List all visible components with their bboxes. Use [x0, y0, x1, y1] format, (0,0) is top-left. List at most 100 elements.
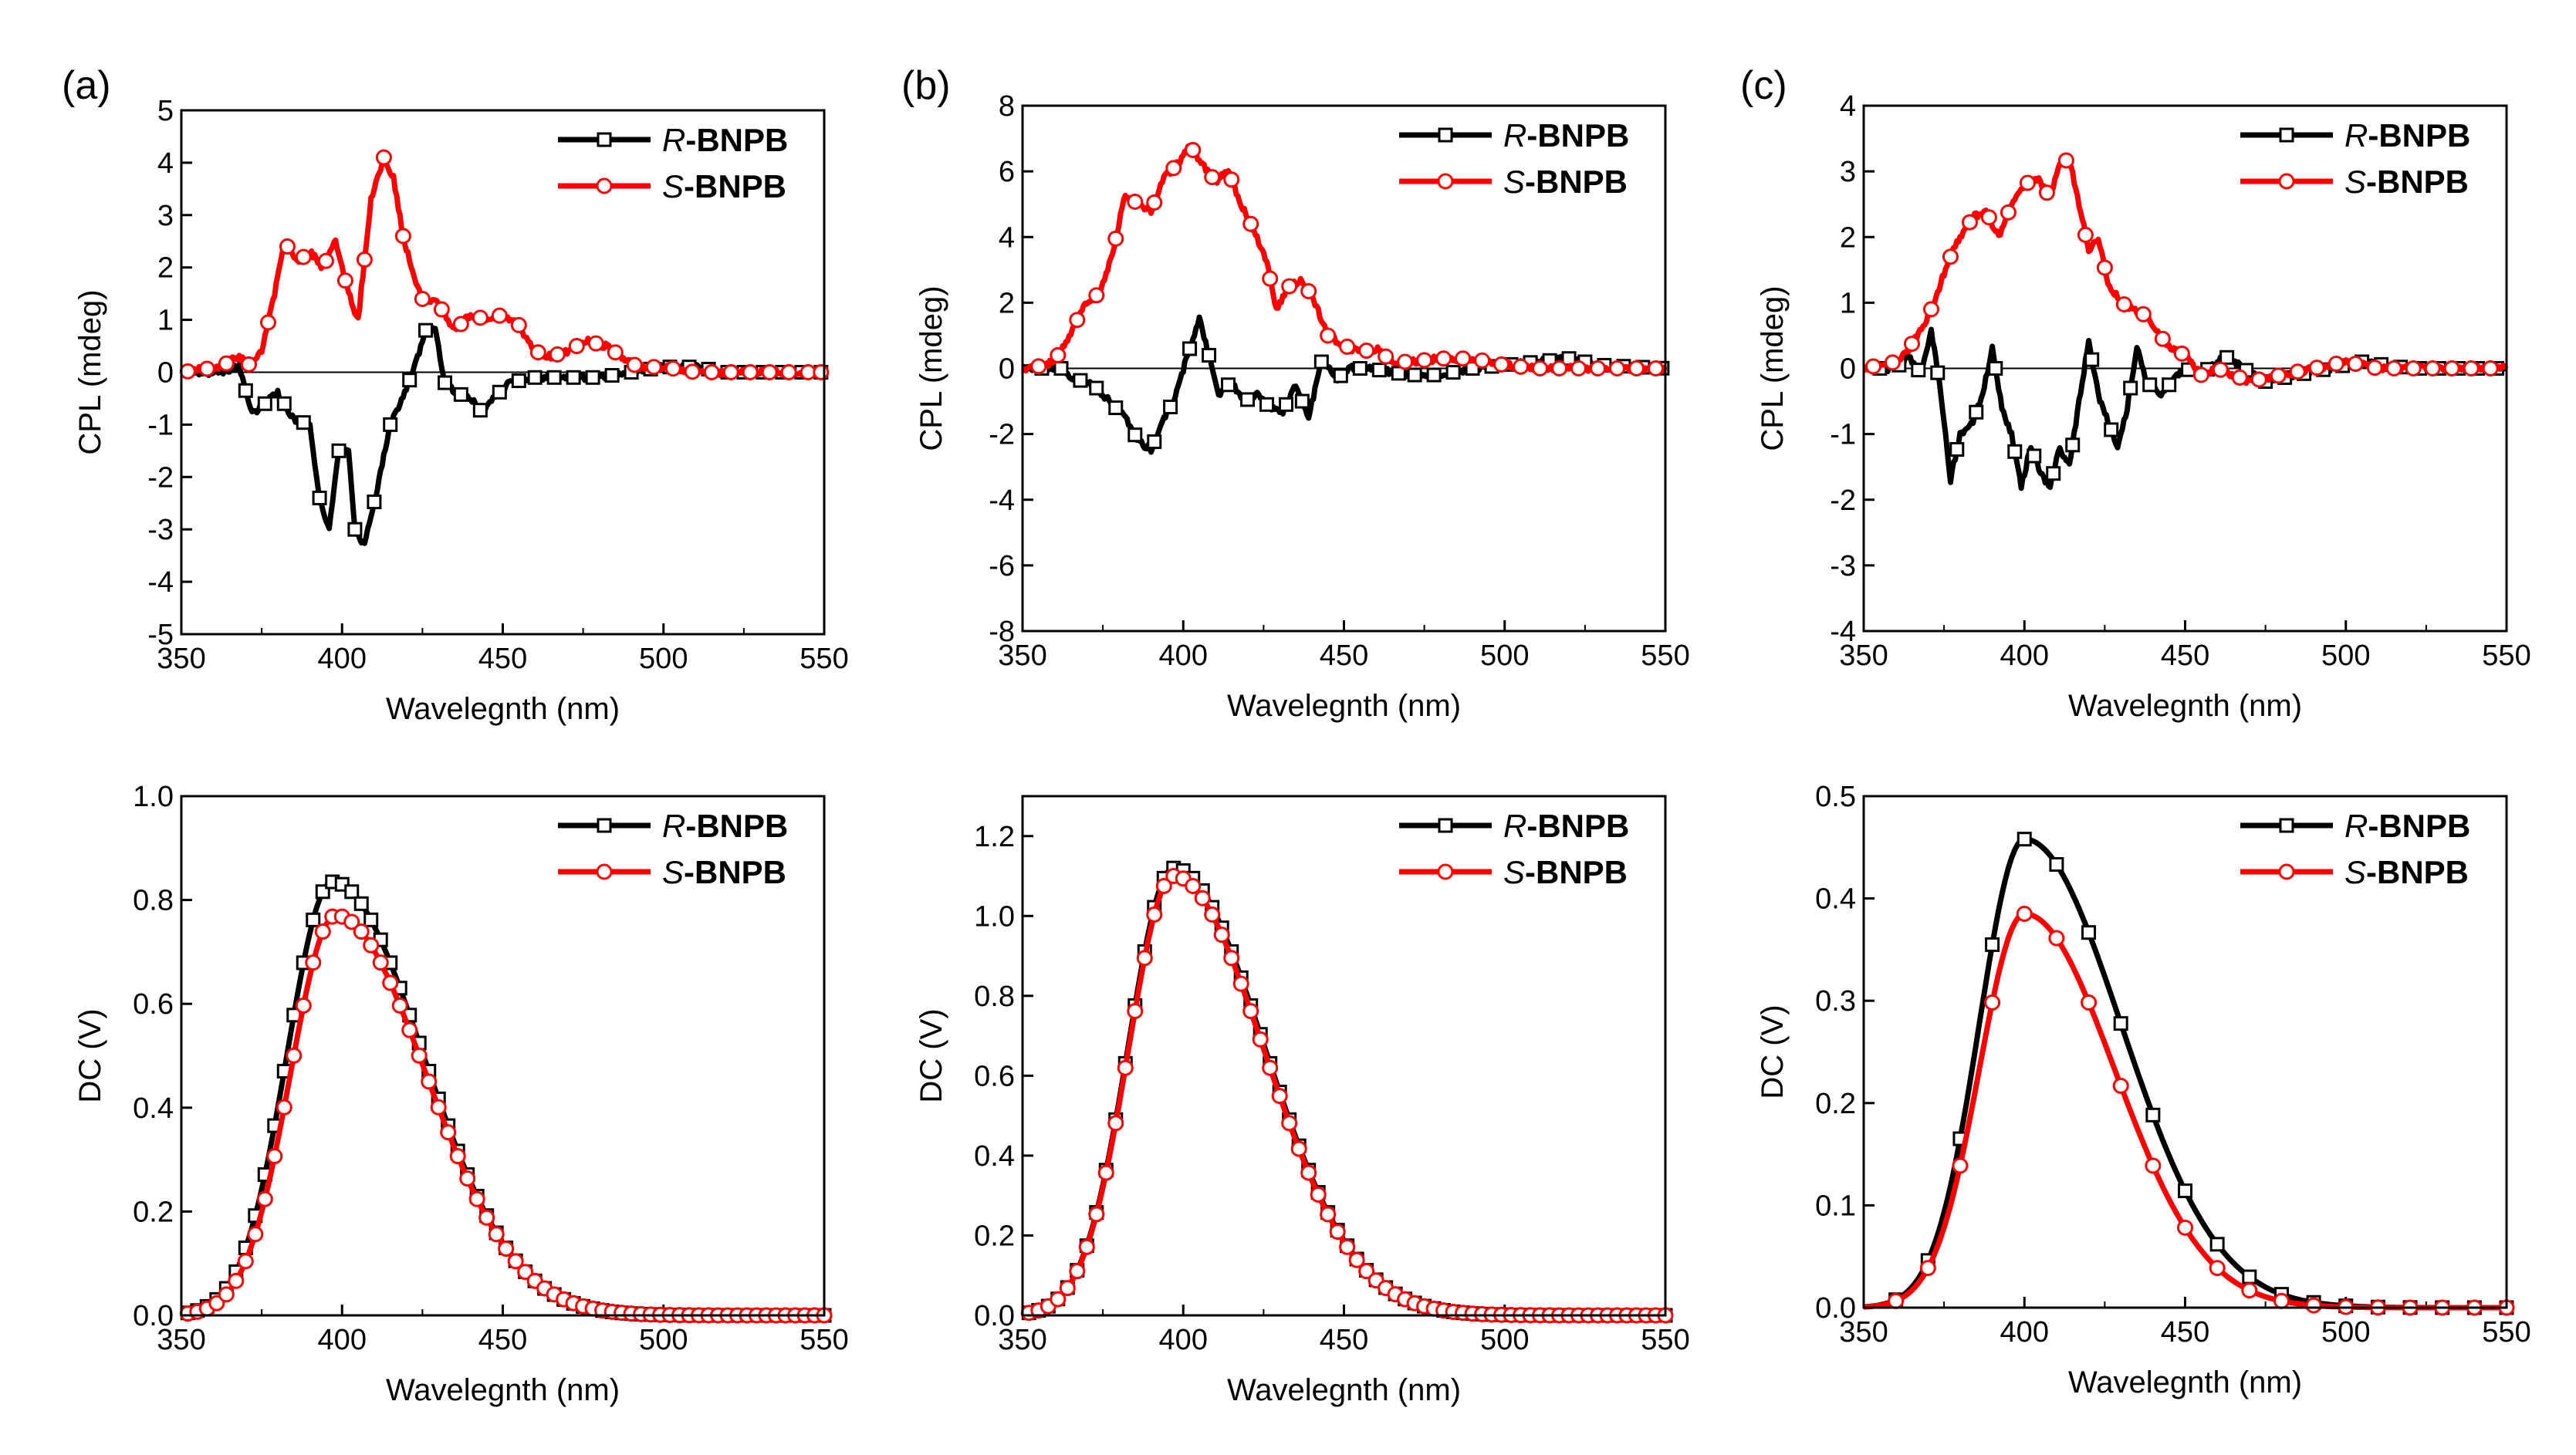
- data-point-R: [2046, 466, 2061, 481]
- data-point-R: [527, 370, 543, 385]
- legend-label-S: S-BNPB: [1503, 164, 1628, 200]
- data-point-S: [237, 1253, 254, 1270]
- legend-label-S: S-BNPB: [2344, 854, 2469, 890]
- x-tick-label: 450: [1320, 640, 1368, 672]
- legend-label-R: R-BNPB: [2344, 117, 2470, 154]
- data-point-R: [1294, 393, 1310, 409]
- data-point-R: [1108, 400, 1124, 416]
- data-point-S: [1648, 360, 1665, 376]
- data-point-R: [2017, 832, 2032, 847]
- data-point-S: [1300, 282, 1317, 299]
- data-point-R: [1053, 361, 1069, 376]
- data-point-R: [511, 373, 526, 389]
- data-point-S: [2077, 226, 2094, 243]
- data-point-S: [1146, 194, 1163, 211]
- legend-suffix: -BNPB: [1526, 808, 1629, 844]
- y-tick-label: 0.2: [1815, 1088, 1856, 1120]
- data-point-S: [2154, 330, 2171, 347]
- data-point-S: [2145, 1157, 2162, 1174]
- data-point-R: [2081, 925, 2097, 940]
- plot-frame: [180, 795, 826, 1317]
- legend-marker-S: [2278, 863, 2295, 880]
- data-point-S: [1358, 1263, 1375, 1280]
- data-point-S: [2443, 360, 2460, 376]
- y-tick-label: 4: [1840, 90, 1856, 123]
- x-tick-label: 550: [1641, 640, 1689, 672]
- data-point-S: [1127, 1003, 1144, 1020]
- data-point-S: [314, 923, 331, 940]
- legend-suffix: -BNPB: [684, 168, 786, 204]
- legend-suffix: -BNPB: [2368, 117, 2470, 154]
- data-point-S: [2273, 1292, 2290, 1309]
- legend: R-BNPB S-BNPB: [1399, 117, 1629, 200]
- data-point-S: [1984, 994, 2001, 1011]
- data-point-R: [1147, 434, 1162, 450]
- data-point-S: [2048, 930, 2065, 947]
- x-tick-label: 500: [639, 1324, 688, 1356]
- legend-suffix: -BNPB: [684, 854, 786, 890]
- data-point-S: [2270, 367, 2287, 384]
- plot-frame: [1021, 795, 1667, 1317]
- data-point-S: [356, 252, 373, 268]
- data-point-S: [1146, 906, 1163, 923]
- data-point-S: [1204, 906, 1221, 923]
- y-tick-label: 5: [157, 95, 174, 127]
- x-tick-label: 400: [2000, 1316, 2049, 1349]
- y-tick-label: 0.6: [974, 1060, 1015, 1092]
- y-tick-label: 6: [999, 156, 1015, 188]
- data-point-S: [343, 913, 360, 930]
- data-point-R: [1202, 347, 1217, 363]
- x-tick-label: 450: [478, 643, 527, 675]
- data-point-R: [367, 495, 382, 510]
- legend-label-R: R-BNPB: [2344, 808, 2470, 844]
- data-point-R: [1279, 397, 1294, 412]
- data-point-R: [353, 896, 369, 911]
- data-point-S: [1107, 1115, 1124, 1132]
- data-point-S: [742, 364, 759, 380]
- data-point-S: [1262, 1059, 1279, 1076]
- chart-c-dc: 350 400 450 500 550 0.0 0.1 0.2 0.3 0.4 0.5 Waveleg…: [1756, 781, 2531, 1399]
- legend-suffix: -BNPB: [1526, 117, 1629, 154]
- plot-frame: [1862, 104, 2508, 633]
- data-point-R: [257, 396, 272, 411]
- data-point-S: [279, 238, 296, 255]
- data-point-S: [394, 228, 411, 245]
- legend-label-S: S-BNPB: [1503, 854, 1628, 890]
- legend-prefix: R: [1503, 117, 1526, 154]
- legend-label-S: S-BNPB: [2344, 164, 2469, 200]
- x-tick-label: 500: [639, 643, 688, 675]
- legend-suffix: -BNPB: [1525, 854, 1628, 890]
- data-point-S: [317, 252, 334, 269]
- y-tick-label: 2: [1840, 221, 1856, 254]
- y-axis-title: CPL (mdeg): [914, 285, 948, 451]
- series-line-R: [1021, 314, 1668, 455]
- x-tick-label: 400: [318, 1324, 367, 1356]
- data-point-S: [449, 1148, 466, 1165]
- x-axis-title: Wavelegnth (nm): [386, 1373, 620, 1407]
- y-tick-label: 0.4: [1815, 883, 1856, 916]
- y-axis-title: DC (V): [1756, 1004, 1790, 1099]
- legend-prefix: R: [2344, 117, 2368, 154]
- data-point-S: [1194, 890, 1211, 906]
- y-tick-label: 3: [1840, 156, 1856, 188]
- data-point-R: [306, 912, 321, 927]
- legend-label-S: S-BNPB: [662, 168, 786, 204]
- y-tick-label: 0.0: [1815, 1292, 1856, 1325]
- data-point-S: [1107, 230, 1124, 247]
- data-point-S: [2424, 360, 2441, 376]
- data-point-S: [1532, 360, 1549, 376]
- x-tick-label: 550: [2482, 640, 2530, 672]
- data-point-R: [296, 415, 311, 430]
- data-point-R: [604, 368, 620, 383]
- data-point-R: [2027, 448, 2042, 464]
- data-point-S: [2038, 184, 2055, 201]
- y-tick-label: -2: [147, 461, 174, 494]
- data-point-R: [453, 387, 468, 402]
- data-point-R: [1259, 397, 1275, 412]
- data-point-S: [1127, 193, 1144, 210]
- x-axis-title: Wavelegnth (nm): [386, 692, 620, 726]
- data-point-S: [259, 314, 276, 331]
- y-tick-label: -5: [147, 619, 174, 651]
- data-point-S: [1320, 327, 1337, 344]
- data-point-S: [2250, 371, 2267, 388]
